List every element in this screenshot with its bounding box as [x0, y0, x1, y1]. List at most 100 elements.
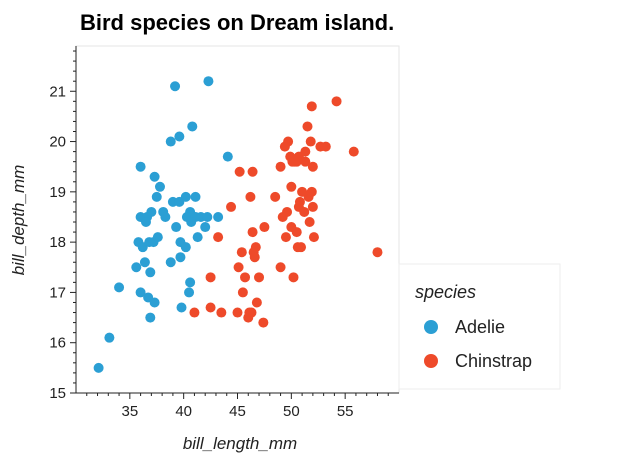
- point-chinstrap: [247, 227, 258, 238]
- point-chinstrap: [213, 232, 224, 243]
- point-chinstrap: [299, 206, 310, 217]
- point-chinstrap: [234, 166, 245, 177]
- point-adelie: [184, 287, 195, 298]
- point-chinstrap: [245, 191, 256, 202]
- point-adelie: [154, 181, 165, 192]
- point-chinstrap: [233, 262, 244, 273]
- point-adelie: [114, 282, 125, 293]
- point-chinstrap: [348, 146, 359, 157]
- point-adelie: [160, 211, 171, 222]
- point-chinstrap: [237, 287, 248, 298]
- y-axis-ticks: 15 16 17 18 19 20 21: [49, 50, 76, 402]
- x-tick-label: 40: [175, 403, 192, 420]
- point-adelie: [222, 151, 233, 162]
- point-adelie: [174, 131, 185, 142]
- point-adelie: [180, 191, 191, 202]
- point-adelie: [202, 211, 213, 222]
- point-adelie: [152, 232, 163, 243]
- point-adelie: [175, 252, 186, 263]
- point-adelie: [186, 217, 197, 228]
- point-chinstrap: [205, 302, 216, 313]
- point-adelie: [170, 81, 181, 92]
- point-chinstrap: [308, 232, 319, 243]
- point-chinstrap: [236, 247, 247, 258]
- legend: species Adelie Chinstrap: [398, 263, 561, 390]
- point-chinstrap: [296, 242, 307, 253]
- y-tick-label: 19: [49, 184, 66, 201]
- point-chinstrap: [320, 141, 331, 152]
- point-chinstrap: [288, 272, 299, 283]
- point-chinstrap: [232, 307, 243, 318]
- point-chinstrap: [279, 141, 290, 152]
- point-adelie: [135, 287, 146, 298]
- legend-title: species: [415, 282, 476, 302]
- point-chinstrap: [259, 222, 270, 233]
- point-chinstrap: [205, 272, 216, 283]
- point-adelie: [192, 232, 203, 243]
- point-chinstrap: [254, 272, 265, 283]
- x-tick-label: 45: [229, 403, 246, 420]
- point-chinstrap: [240, 272, 251, 283]
- point-adelie: [185, 277, 196, 288]
- x-axis-ticks: 35 40 45 50 55: [86, 393, 389, 420]
- point-chinstrap: [306, 101, 317, 112]
- point-adelie: [165, 257, 176, 268]
- point-adelie: [135, 161, 146, 172]
- point-chinstrap: [305, 136, 316, 147]
- point-adelie: [145, 312, 156, 323]
- point-chinstrap: [307, 161, 318, 172]
- point-adelie: [131, 262, 142, 273]
- point-adelie: [213, 211, 224, 222]
- point-adelie: [203, 76, 214, 87]
- y-tick-label: 18: [49, 234, 66, 251]
- point-adelie: [146, 206, 157, 217]
- point-adelie: [151, 191, 162, 202]
- point-chinstrap: [246, 307, 257, 318]
- legend-label-chinstrap: Chinstrap: [455, 351, 532, 371]
- legend-label-adelie: Adelie: [455, 317, 505, 337]
- y-tick-label: 16: [49, 335, 66, 352]
- point-chinstrap: [307, 201, 318, 212]
- point-adelie: [187, 121, 198, 132]
- point-chinstrap: [306, 186, 317, 197]
- data-points: [93, 76, 383, 373]
- point-adelie: [180, 242, 191, 253]
- plot-frame: [75, 45, 400, 394]
- point-chinstrap: [300, 146, 311, 157]
- point-chinstrap: [300, 156, 311, 167]
- y-tick-label: 20: [49, 134, 66, 151]
- x-tick-label: 35: [121, 403, 138, 420]
- point-chinstrap: [275, 161, 286, 172]
- legend-marker-adelie: [424, 320, 438, 334]
- point-chinstrap: [331, 96, 342, 107]
- x-tick-label: 55: [337, 403, 354, 420]
- point-adelie: [145, 267, 156, 278]
- point-adelie: [149, 171, 160, 182]
- point-adelie: [190, 191, 201, 202]
- point-adelie: [176, 302, 187, 313]
- point-adelie: [149, 297, 160, 308]
- point-chinstrap: [189, 307, 200, 318]
- point-adelie: [139, 257, 150, 268]
- y-tick-label: 17: [49, 284, 66, 301]
- point-chinstrap: [251, 297, 262, 308]
- point-chinstrap: [286, 181, 297, 192]
- point-adelie: [171, 222, 182, 233]
- x-tick-label: 50: [283, 403, 300, 420]
- point-chinstrap: [291, 227, 302, 238]
- point-adelie: [200, 222, 211, 233]
- chart-title: Bird species on Dream island.: [80, 10, 394, 35]
- point-chinstrap: [270, 191, 281, 202]
- x-axis-label: bill_length_mm: [183, 434, 297, 453]
- point-adelie: [104, 332, 115, 343]
- point-chinstrap: [226, 201, 237, 212]
- point-chinstrap: [302, 121, 313, 132]
- point-adelie: [165, 136, 176, 147]
- point-adelie: [93, 362, 104, 373]
- point-adelie: [140, 217, 151, 228]
- point-chinstrap: [258, 317, 269, 328]
- point-chinstrap: [372, 247, 383, 258]
- point-chinstrap: [280, 232, 291, 243]
- point-chinstrap: [304, 217, 315, 228]
